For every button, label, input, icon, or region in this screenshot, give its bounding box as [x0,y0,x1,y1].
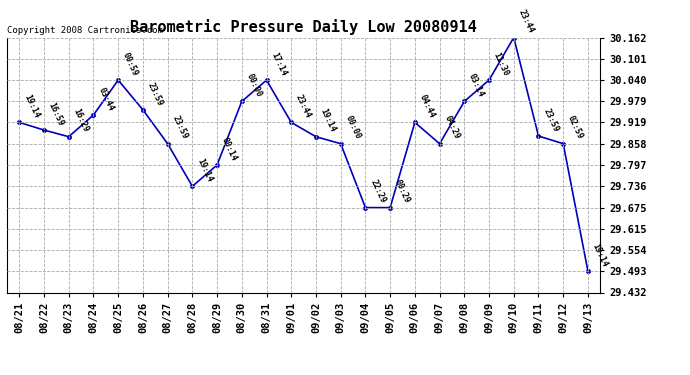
Text: 00:29: 00:29 [393,178,412,205]
Text: 00:00: 00:00 [344,114,362,141]
Text: 19:14: 19:14 [319,108,337,134]
Text: 02:59: 02:59 [566,114,584,141]
Text: 16:29: 16:29 [72,108,90,134]
Text: 23:44: 23:44 [517,8,535,35]
Text: 23:59: 23:59 [541,107,560,133]
Text: 19:14: 19:14 [591,242,609,268]
Text: 00:59: 00:59 [121,51,139,77]
Text: 17:14: 17:14 [269,51,288,77]
Text: 23:59: 23:59 [146,81,164,107]
Text: 23:59: 23:59 [170,114,189,141]
Text: 22:29: 22:29 [368,178,387,205]
Text: 03:14: 03:14 [467,72,486,99]
Text: 19:14: 19:14 [195,157,214,183]
Text: 11:30: 11:30 [492,51,511,77]
Title: Barometric Pressure Daily Low 20080914: Barometric Pressure Daily Low 20080914 [130,19,477,35]
Text: 04:29: 04:29 [442,114,461,141]
Text: Copyright 2008 Cartronics.com: Copyright 2008 Cartronics.com [7,26,163,35]
Text: 16:59: 16:59 [47,101,66,127]
Text: 23:44: 23:44 [294,93,313,120]
Text: 04:44: 04:44 [417,93,436,120]
Text: 03:44: 03:44 [96,86,115,112]
Text: 00:14: 00:14 [220,136,239,162]
Text: 00:00: 00:00 [244,72,264,99]
Text: 19:14: 19:14 [22,93,41,120]
